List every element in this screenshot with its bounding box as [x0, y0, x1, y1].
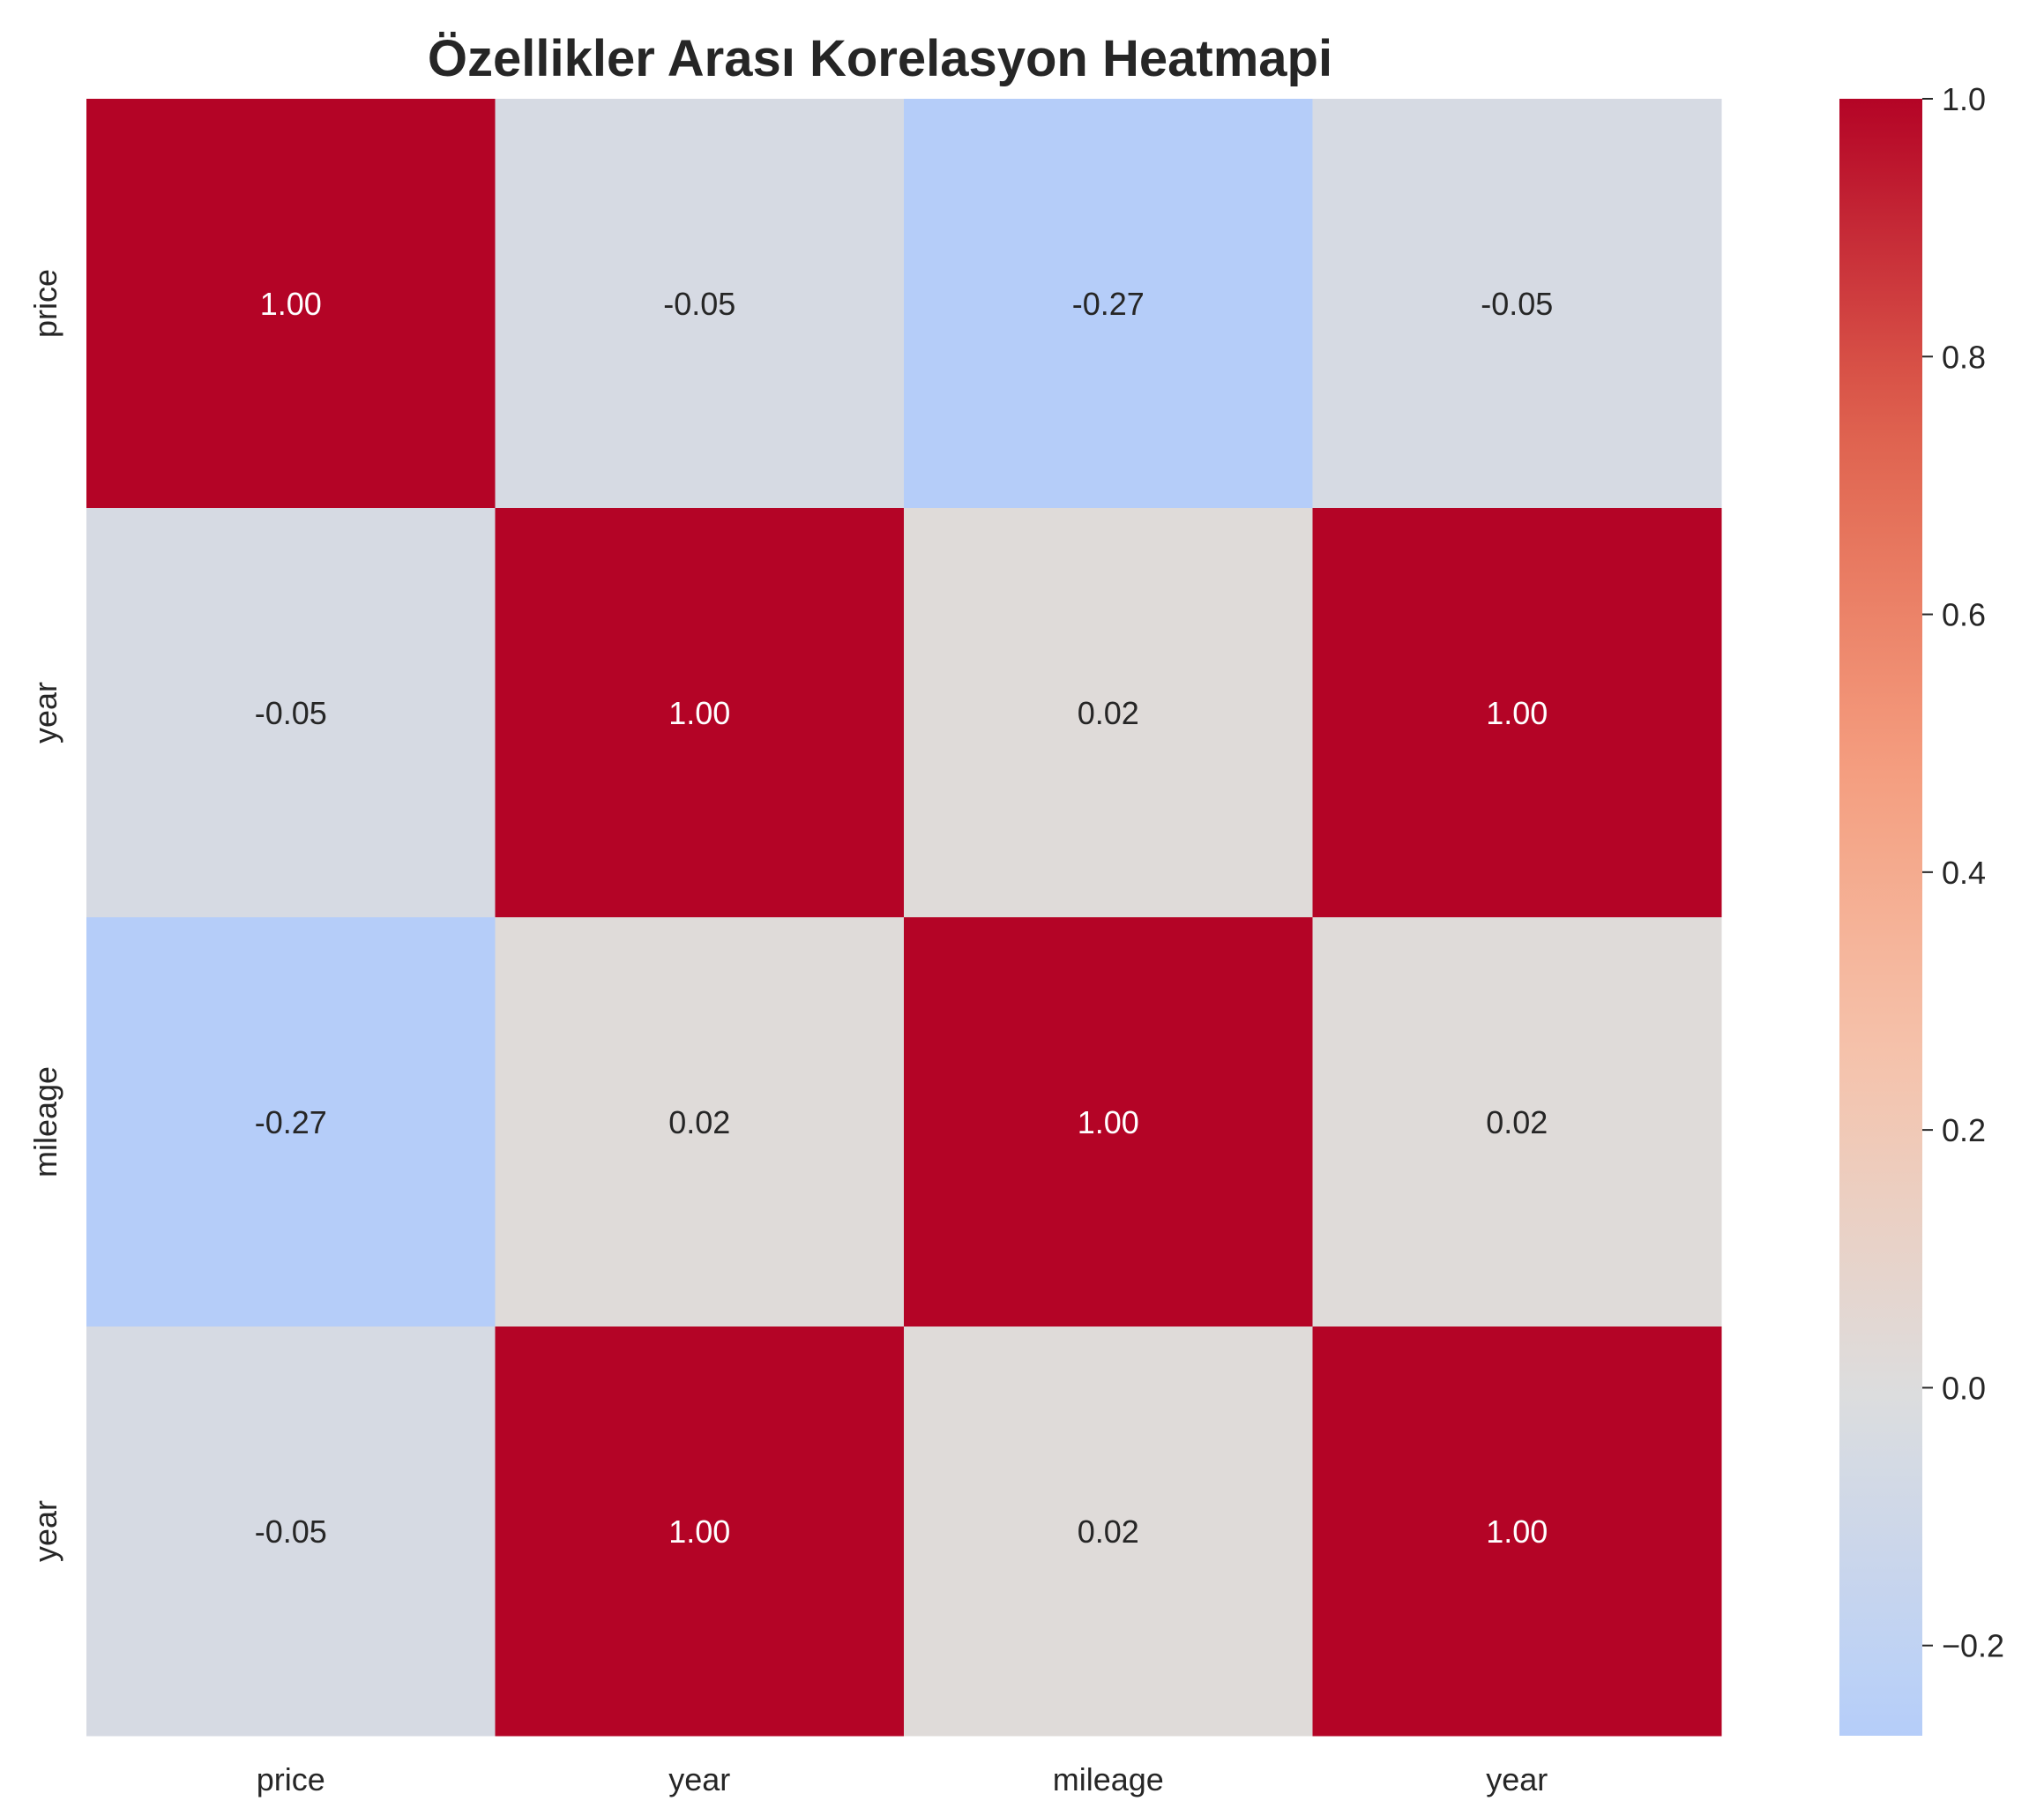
- heatmap-cell-0-3: [1312, 99, 1722, 509]
- cell-value-label-2-0: -0.27: [255, 1104, 327, 1140]
- y-tick-label-1: year: [27, 682, 63, 744]
- heatmap-cell-0-1: [495, 99, 905, 509]
- cell-value-label-1-3: 1.00: [1486, 695, 1548, 731]
- heatmap-cell-3-1: [495, 1327, 905, 1737]
- cell-value-label-1-2: 0.02: [1078, 695, 1139, 731]
- heatmap-cell-1-0: [86, 508, 496, 918]
- y-tick-label-2: mileage: [27, 1066, 63, 1177]
- cell-value-label-1-1: 1.00: [668, 695, 730, 731]
- heatmap-cell-0-2: [904, 99, 1313, 509]
- heatmap-cell-3-3: [1312, 1327, 1722, 1737]
- heatmap-cell-3-0: [86, 1327, 496, 1737]
- colorbar-gradient: [1839, 99, 1922, 1736]
- heatmap-cell-1-2: [904, 508, 1313, 918]
- heatmap-cell-3-2: [904, 1327, 1313, 1737]
- cell-value-label-0-1: -0.05: [663, 286, 735, 322]
- colorbar-tick-label-5: 0.0: [1942, 1370, 1986, 1406]
- x-tick-label-1: year: [668, 1761, 730, 1797]
- cell-value-label-3-3: 1.00: [1486, 1513, 1548, 1550]
- x-tick-label-3: year: [1486, 1761, 1548, 1797]
- colorbar-tick-label-3: 0.4: [1942, 855, 1986, 891]
- cell-value-label-3-1: 1.00: [668, 1513, 730, 1550]
- heatmap-cell-2-0: [86, 917, 496, 1327]
- heatmap-cell-0-0: [86, 99, 496, 509]
- cell-value-label-2-3: 0.02: [1486, 1104, 1548, 1140]
- x-tick-label-0: price: [257, 1761, 325, 1797]
- cell-value-label-3-0: -0.05: [255, 1513, 327, 1550]
- heatmap-cell-1-3: [1312, 508, 1722, 918]
- cell-value-label-2-2: 1.00: [1078, 1104, 1139, 1140]
- colorbar-tick-label-2: 0.6: [1942, 597, 1986, 633]
- cell-value-label-0-2: -0.27: [1072, 286, 1145, 322]
- cell-value-label-0-0: 1.00: [260, 286, 322, 322]
- cell-value-label-2-1: 0.02: [668, 1104, 730, 1140]
- colorbar-tick-label-0: 1.0: [1942, 81, 1986, 117]
- cell-value-label-3-2: 0.02: [1078, 1513, 1139, 1550]
- chart-title: Özellikler Arası Korelasyon Heatmapi: [428, 30, 1332, 87]
- heatmap-cell-2-3: [1312, 917, 1722, 1327]
- colorbar-tick-label-4: 0.2: [1942, 1112, 1986, 1148]
- colorbar-tick-label-6: −0.2: [1942, 1628, 2004, 1664]
- colorbar-tick-label-1: 0.8: [1942, 339, 1986, 375]
- heatmap-cell-2-1: [495, 917, 905, 1327]
- heatmap-cell-1-1: [495, 508, 905, 918]
- cell-value-label-1-0: -0.05: [255, 695, 327, 731]
- x-tick-label-2: mileage: [1053, 1761, 1164, 1797]
- y-tick-label-0: price: [27, 269, 63, 338]
- heatmap-cell-2-2: [904, 917, 1313, 1327]
- colorbar: 1.0 0.8 0.6 0.4 0.2 0.0 −0.2: [1839, 81, 2004, 1736]
- y-tick-label-3: year: [27, 1500, 63, 1562]
- cell-value-label-0-3: -0.05: [1481, 286, 1553, 322]
